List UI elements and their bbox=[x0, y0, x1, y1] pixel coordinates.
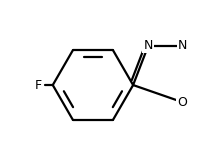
Text: F: F bbox=[35, 79, 42, 92]
Text: N: N bbox=[143, 39, 153, 52]
Text: O: O bbox=[177, 96, 187, 109]
Text: N: N bbox=[178, 39, 187, 52]
